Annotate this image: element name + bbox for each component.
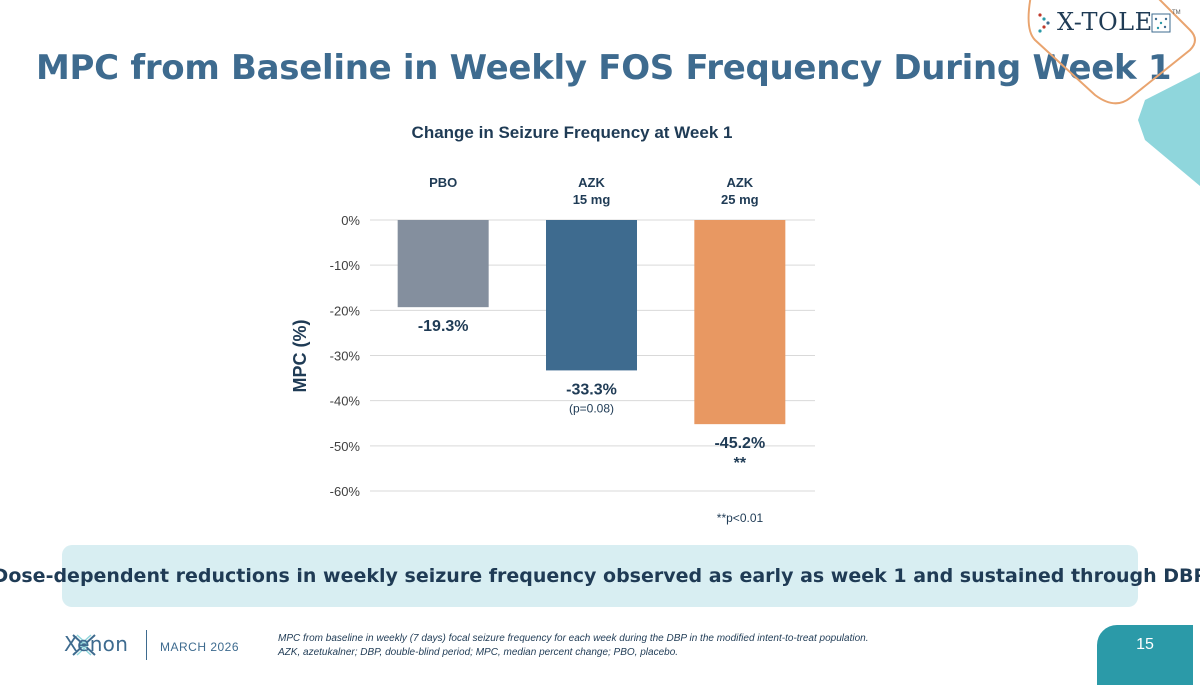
significance-note: **p<0.01	[717, 511, 764, 525]
bar	[694, 220, 786, 425]
page-number-tab	[1097, 625, 1193, 685]
category-sublabel: 25 mg	[721, 192, 759, 207]
y-tick-label: 0%	[341, 213, 360, 228]
chart: Change in Seizure Frequency at Week 1 MPC…	[290, 72, 1200, 525]
xenon-logo-icon	[72, 634, 96, 656]
bar	[546, 220, 637, 371]
data-label: -33.3%	[566, 381, 617, 398]
footnote-line-2: AZK, azetukalner; DBP, double-blind peri…	[278, 647, 679, 658]
logo-badge-outline	[1027, 0, 1196, 105]
logo-text: X-TOLE	[1057, 8, 1153, 36]
category-label: AZK	[578, 175, 605, 190]
decor-teal-shape	[1138, 72, 1200, 186]
footer-date: MARCH 2026	[160, 640, 240, 654]
y-tick-label: -30%	[330, 349, 361, 364]
y-axis-label: MPC (%)	[290, 320, 310, 393]
footnotes: MPC from baseline in weekly (7 days) foc…	[278, 632, 868, 660]
y-tick-label: -20%	[330, 303, 361, 318]
x-tole-logo	[1027, 0, 1196, 105]
category-sublabel: 15 mg	[573, 192, 611, 207]
bar-annotation: **	[734, 455, 747, 472]
y-tick-label: -10%	[330, 258, 361, 273]
footnote-line-1: MPC from baseline in weekly (7 days) foc…	[278, 633, 869, 644]
bar-annotation: (p=0.08)	[569, 401, 614, 415]
y-tick-label: -60%	[330, 484, 361, 499]
bar	[397, 220, 489, 308]
y-tick-label: -40%	[330, 394, 361, 409]
logo-mark-icon	[1038, 13, 1050, 33]
y-tick-label: -50%	[330, 439, 361, 454]
chart-title: Change in Seizure Frequency at Week 1	[412, 123, 733, 142]
data-label: -19.3%	[418, 318, 469, 335]
data-label: -45.2%	[714, 435, 765, 452]
category-label: AZK	[726, 175, 753, 190]
logo-grid-icon	[1151, 13, 1171, 33]
logo-trademark: TM	[1172, 10, 1181, 16]
key-takeaway-callout: Dose-dependent reductions in weekly seiz…	[0, 545, 1200, 607]
footer-brand: Xenon	[64, 632, 129, 656]
page-number: 15	[1136, 636, 1154, 653]
footer-divider	[146, 630, 147, 660]
category-label: PBO	[429, 175, 457, 190]
slide-title: MPC from Baseline in Weekly FOS Frequenc…	[36, 48, 1172, 88]
